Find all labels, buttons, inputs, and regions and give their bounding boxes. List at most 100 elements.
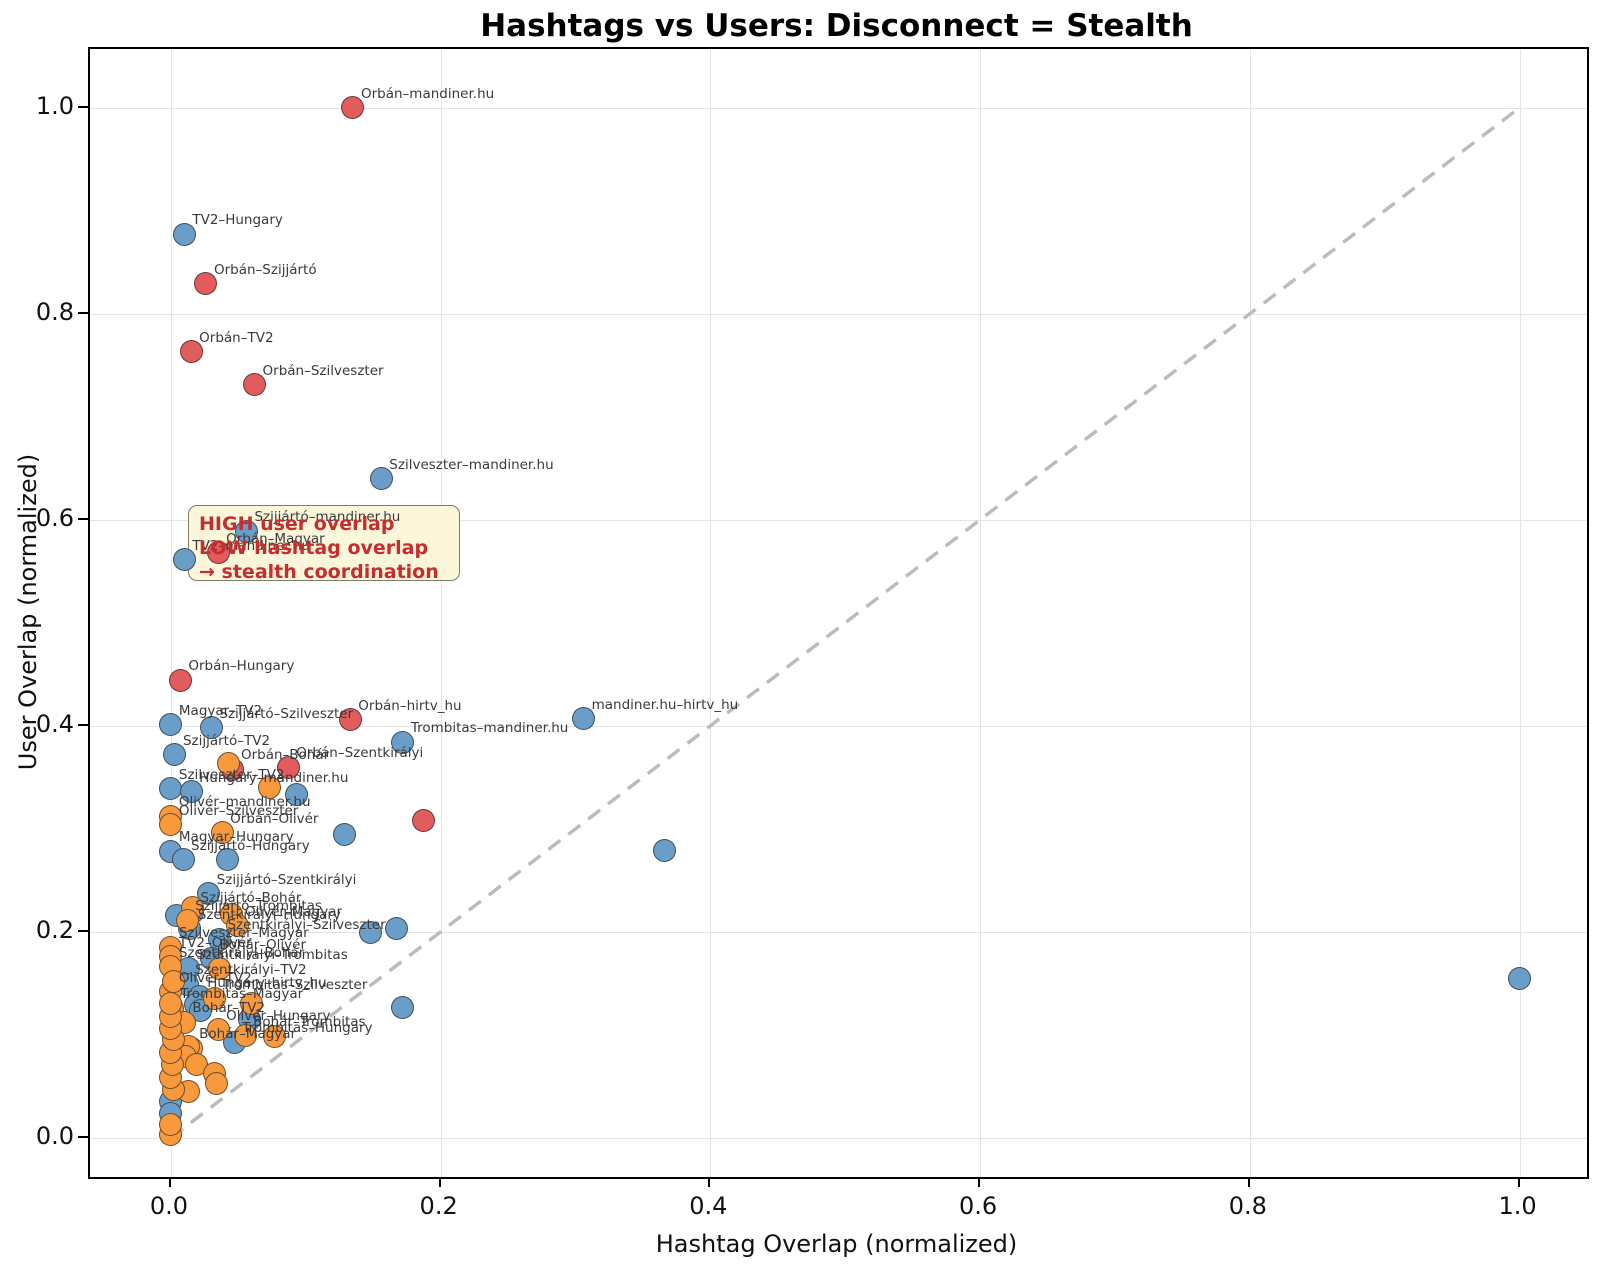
x-tick-label: 0.2 <box>419 1192 458 1220</box>
y-tick-mark <box>78 311 88 314</box>
data-point <box>1508 966 1532 990</box>
x-axis-label: Hashtag Overlap (normalized) <box>655 1230 1018 1258</box>
point-label: TV2–mandiner.hu <box>192 537 311 554</box>
plot-area: Orbán–mandiner.hu Orbán–Szijjártó Orbán–TV… <box>88 47 1589 1179</box>
gridline <box>710 49 712 1177</box>
point-label: Szentkirályi–Hungary <box>197 906 341 923</box>
x-tick-label: 0.6 <box>959 1192 998 1220</box>
y-tick-label: 0.8 <box>35 297 74 326</box>
data-point <box>172 548 196 572</box>
data-point <box>338 708 362 732</box>
y-tick-label: 1.0 <box>35 91 74 120</box>
data-point <box>206 541 230 565</box>
point-label: Magyar–TV2 <box>178 702 263 719</box>
gridline <box>1519 49 1521 1177</box>
data-point <box>263 1025 287 1049</box>
gridline <box>90 313 1587 315</box>
data-point <box>384 917 408 941</box>
point-label: TV2–Olivér <box>178 934 252 951</box>
data-point <box>159 992 183 1016</box>
point-label: Szijjártó–mandiner.hu <box>254 509 401 526</box>
data-point <box>199 716 223 740</box>
point-label: Bohár–Olivér <box>219 936 306 953</box>
data-point <box>179 780 203 804</box>
gridline <box>90 725 1587 727</box>
data-point <box>276 755 300 779</box>
point-label: Szentkirályi–TV2 <box>195 962 307 979</box>
data-point <box>179 340 203 364</box>
point-label: Olivér–mandiner.hu <box>178 794 311 811</box>
annotation-line-3: → stealth coordination <box>199 561 439 583</box>
data-point <box>653 838 677 862</box>
point-label: Szijjártó–Szilveszter <box>219 705 354 722</box>
y-tick-label: 0.4 <box>35 709 74 738</box>
data-point <box>197 882 221 906</box>
data-point <box>207 957 231 981</box>
data-point <box>159 813 183 837</box>
x-tick-mark <box>1517 1177 1520 1187</box>
point-label: Trombitas–Magyar <box>180 986 304 1003</box>
data-point <box>240 992 264 1016</box>
y-tick-mark <box>78 723 88 726</box>
gridline <box>440 49 442 1177</box>
annotation-box-background <box>188 505 460 581</box>
data-point <box>284 783 308 807</box>
y-tick-label: 0.2 <box>35 915 74 944</box>
annotation-line-2: LOW hashtag overlap <box>199 537 429 559</box>
data-point <box>159 713 183 737</box>
data-point <box>391 730 415 754</box>
data-point <box>206 1018 230 1042</box>
point-label: Orbán–Bohár <box>240 747 330 764</box>
point-label: Szilveszter–Magyar <box>178 925 309 942</box>
gridline <box>170 49 172 1177</box>
y-tick-mark <box>78 1135 88 1138</box>
point-label: Orbán–Szijjártó <box>213 261 317 278</box>
y-tick-mark <box>78 105 88 108</box>
point-label: Szentkirályi–Bohár <box>178 944 305 961</box>
data-point <box>225 914 249 938</box>
y-tick-label: 0.6 <box>35 503 74 532</box>
data-point <box>572 707 596 731</box>
point-label: Szijjártó–Hungary <box>191 837 310 854</box>
data-point <box>233 1024 257 1048</box>
point-label: Trombitas–mandiner.hu <box>410 720 569 737</box>
x-tick-mark <box>438 1177 441 1187</box>
data-point <box>162 969 186 993</box>
x-tick-mark <box>978 1177 981 1187</box>
data-point <box>391 995 415 1019</box>
data-point <box>168 668 192 692</box>
x-tick-mark <box>1247 1177 1250 1187</box>
point-label: Bohár–Trombitas <box>253 1013 366 1030</box>
point-label: Orbán–Szilveszter <box>262 362 384 379</box>
point-label: Szijjártó–TV2 <box>182 732 271 749</box>
gridline <box>90 107 1587 109</box>
data-point <box>159 1112 183 1136</box>
point-label: mandiner.hu–hirtv_hu <box>591 696 739 713</box>
y-tick-label: 0.0 <box>35 1121 74 1150</box>
data-point <box>216 848 240 872</box>
data-point <box>217 752 241 776</box>
point-label: Magyar–Hungary <box>178 829 294 846</box>
point-label: Trombitas–Hungary <box>242 1020 373 1037</box>
point-label: Szilveszter–TV2 <box>178 766 285 783</box>
x-tick-mark <box>168 1177 171 1187</box>
data-point <box>205 1071 229 1095</box>
data-point <box>171 848 195 872</box>
gridline <box>90 931 1587 933</box>
point-label: Orbán–mandiner.hu <box>360 85 495 102</box>
x-tick-label: 1.0 <box>1498 1192 1537 1220</box>
point-label: Trombitas–Szilveszter <box>222 976 368 993</box>
gridline <box>90 1137 1587 1139</box>
point-label: Orbán–Szentkirályi <box>296 745 424 761</box>
x-tick-label: 0.4 <box>689 1192 728 1220</box>
diagonal-reference-line <box>169 106 1521 1140</box>
point-label: Hungary–hirtv_hu <box>207 974 327 991</box>
point-label: Hungary–mandiner.hu <box>199 769 349 786</box>
point-label: Olivér–Szilveszter <box>178 802 299 819</box>
point-label: Orbán–TV2 <box>199 329 274 346</box>
data-point <box>202 987 226 1011</box>
annotation-line-1: HIGH user overlap <box>199 513 395 535</box>
x-tick-mark <box>708 1177 711 1187</box>
data-point <box>210 821 234 845</box>
